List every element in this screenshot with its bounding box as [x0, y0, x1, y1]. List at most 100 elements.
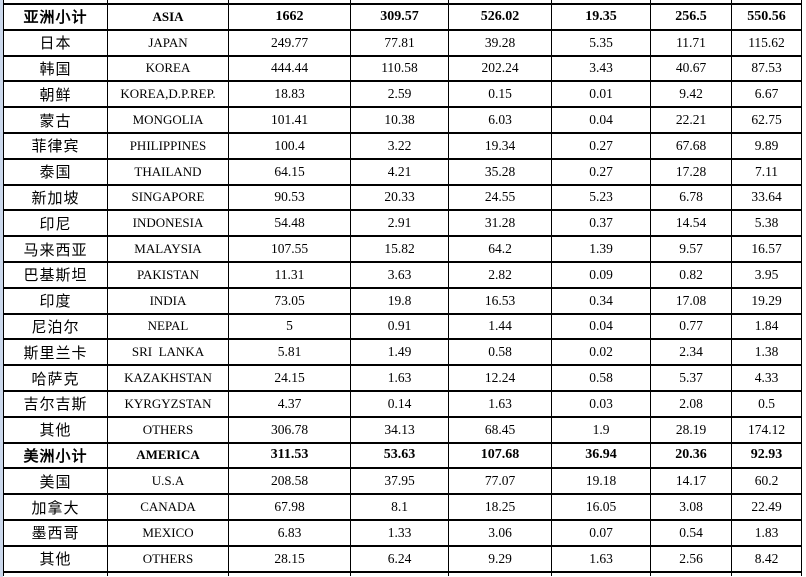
value-cell: 0.77 [650, 312, 732, 341]
region-name-en: KOREA,D.P.REP. [107, 80, 229, 109]
table-row: 泰国 THAILAND 64.15 4.21 35.28 0.27 17.28 7.11 [3, 157, 802, 186]
region-name-zh: 吉尔吉斯 [3, 389, 108, 418]
value-cell: 73.05 [228, 286, 351, 315]
region-name-zh: 墨西哥 [3, 518, 108, 547]
partial-cell [350, 570, 449, 576]
table-row: 斯里兰卡 SRI LANKA 5.81 1.49 0.58 0.02 2.34 1.38 [3, 338, 802, 367]
value-cell: 22.21 [650, 106, 732, 134]
value-cell: 0.37 [551, 209, 651, 238]
value-cell: 0.27 [551, 157, 651, 186]
table-row: 美洲小计 AMERICA 311.53 53.63 107.68 36.94 20.36 92… [3, 441, 802, 470]
partial-cell [3, 570, 108, 576]
region-name-zh: 马来西亚 [3, 235, 108, 263]
value-cell: 0.09 [551, 260, 651, 289]
value-cell: 1662 [228, 3, 351, 31]
value-cell: 115.62 [731, 28, 802, 57]
value-cell: 33.64 [731, 183, 802, 212]
value-cell: 67.98 [228, 493, 351, 521]
value-cell: 0.02 [551, 338, 651, 367]
value-cell: 5.35 [551, 28, 651, 57]
table-body: 亚洲小计 ASIA 1662 309.57 526.02 19.35 256.5 550.56… [3, 0, 802, 576]
table-row: 尼泊尔 NEPAL 5 0.91 1.44 0.04 0.77 1.84 [3, 312, 802, 341]
value-cell: 256.5 [650, 3, 732, 31]
region-name-en: INDIA [107, 286, 229, 315]
region-name-en: INDONESIA [107, 209, 229, 238]
table-row: 日本 JAPAN 249.77 77.81 39.28 5.35 11.71 115.62 [3, 28, 802, 57]
region-name-en: U.S.A [107, 467, 229, 496]
value-cell: 19.35 [551, 3, 651, 31]
value-cell: 2.08 [650, 389, 732, 418]
value-cell: 90.53 [228, 183, 351, 212]
value-cell: 17.28 [650, 157, 732, 186]
value-cell: 0.07 [551, 518, 651, 547]
value-cell: 0.03 [551, 389, 651, 418]
value-cell: 1.63 [551, 544, 651, 573]
value-cell: 28.15 [228, 544, 351, 573]
table-row: 加拿大 CANADA 67.98 8.1 18.25 16.05 3.08 22.49 [3, 493, 802, 521]
region-name-zh: 其他 [3, 415, 108, 444]
region-name-en: KOREA [107, 54, 229, 83]
region-name-en: ASIA [107, 3, 229, 31]
table-row: 印度 INDIA 73.05 19.8 16.53 0.34 17.08 19.29 [3, 286, 802, 315]
region-name-en: MONGOLIA [107, 106, 229, 134]
value-cell: 19.34 [448, 131, 552, 160]
table-row: 墨西哥 MEXICO 6.83 1.33 3.06 0.07 0.54 1.83 [3, 518, 802, 547]
value-cell: 77.81 [350, 28, 449, 57]
region-name-en: SINGAPORE [107, 183, 229, 212]
value-cell: 550.56 [731, 3, 802, 31]
value-cell: 10.38 [350, 106, 449, 134]
table-row: 其他 OTHERS 306.78 34.13 68.45 1.9 28.19 174.12 [3, 415, 802, 444]
value-cell: 249.77 [228, 28, 351, 57]
value-cell: 526.02 [448, 3, 552, 31]
region-name-zh: 新加坡 [3, 183, 108, 212]
value-cell: 18.25 [448, 493, 552, 521]
value-cell: 9.29 [448, 544, 552, 573]
value-cell: 53.63 [350, 441, 449, 470]
region-name-en: THAILAND [107, 157, 229, 186]
value-cell: 444.44 [228, 54, 351, 83]
table-row: 美国 U.S.A 208.58 37.95 77.07 19.18 14.17 60.2 [3, 467, 802, 496]
value-cell: 6.78 [650, 183, 732, 212]
value-cell: 54.48 [228, 209, 351, 238]
table-row: 巴基斯坦 PAKISTAN 11.31 3.63 2.82 0.09 0.82 3.95 [3, 260, 802, 289]
value-cell: 0.58 [448, 338, 552, 367]
value-cell: 110.58 [350, 54, 449, 83]
region-name-zh: 哈萨克 [3, 364, 108, 392]
value-cell: 3.95 [731, 260, 802, 289]
partial-row-below [3, 570, 802, 576]
value-cell: 5.81 [228, 338, 351, 367]
value-cell: 6.03 [448, 106, 552, 134]
value-cell: 67.68 [650, 131, 732, 160]
value-cell: 9.42 [650, 80, 732, 109]
value-cell: 19.29 [731, 286, 802, 315]
value-cell: 24.55 [448, 183, 552, 212]
table-row: 菲律宾 PHILIPPINES 100.4 3.22 19.34 0.27 67.68 9.8… [3, 131, 802, 160]
value-cell: 2.82 [448, 260, 552, 289]
partial-cell [448, 570, 552, 576]
value-cell: 3.43 [551, 54, 651, 83]
region-name-zh: 其他 [3, 544, 108, 573]
value-cell: 6.83 [228, 518, 351, 547]
value-cell: 5.37 [650, 364, 732, 392]
table-row: 蒙古 MONGOLIA 101.41 10.38 6.03 0.04 22.21 62.75 [3, 106, 802, 134]
value-cell: 0.27 [551, 131, 651, 160]
value-cell: 309.57 [350, 3, 449, 31]
partial-cell [107, 570, 229, 576]
table-row: 韩国 KOREA 444.44 110.58 202.24 3.43 40.67 87.53 [3, 54, 802, 83]
value-cell: 3.63 [350, 260, 449, 289]
value-cell: 92.93 [731, 441, 802, 470]
region-name-zh: 印尼 [3, 209, 108, 238]
value-cell: 306.78 [228, 415, 351, 444]
value-cell: 15.82 [350, 235, 449, 263]
region-name-zh: 泰国 [3, 157, 108, 186]
partial-cell [551, 570, 651, 576]
value-cell: 1.49 [350, 338, 449, 367]
value-cell: 20.36 [650, 441, 732, 470]
value-cell: 1.9 [551, 415, 651, 444]
region-name-zh: 美洲小计 [3, 441, 108, 470]
value-cell: 1.44 [448, 312, 552, 341]
region-name-zh: 日本 [3, 28, 108, 57]
value-cell: 11.31 [228, 260, 351, 289]
value-cell: 20.33 [350, 183, 449, 212]
window-edge-strip [0, 0, 3, 577]
